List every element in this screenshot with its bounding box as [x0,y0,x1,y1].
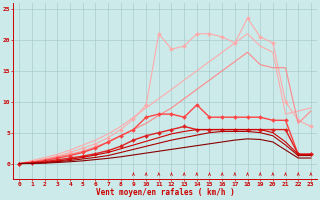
X-axis label: Vent moyen/en rafales ( km/h ): Vent moyen/en rafales ( km/h ) [96,188,235,197]
